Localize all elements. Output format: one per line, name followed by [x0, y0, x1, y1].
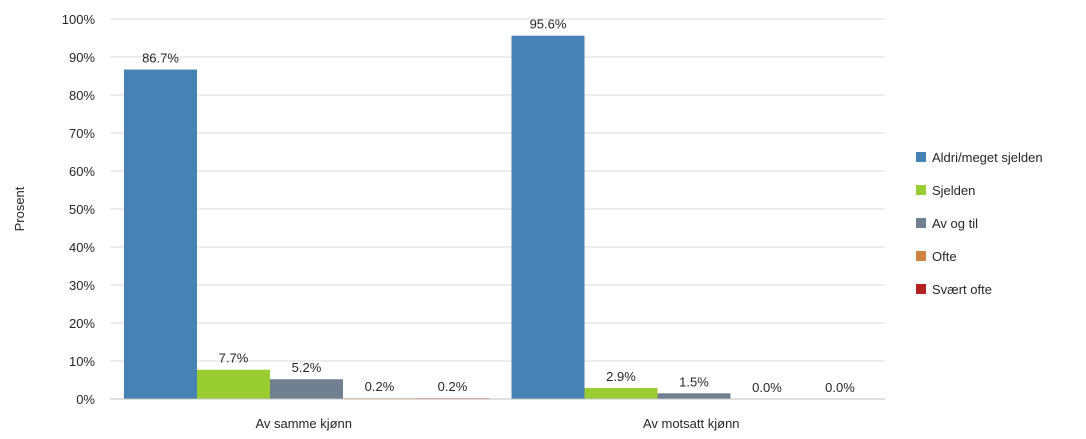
legend-label: Svært ofte — [932, 282, 992, 297]
bar — [197, 369, 270, 399]
bar — [511, 35, 585, 399]
data-label: 0.0% — [825, 380, 855, 395]
y-tick-label: 100% — [62, 12, 96, 27]
bar — [657, 393, 731, 399]
y-tick-label: 0% — [76, 392, 95, 407]
legend-swatch — [916, 251, 926, 261]
data-label: 2.9% — [606, 369, 636, 384]
legend-label: Ofte — [932, 249, 957, 264]
x-category-label: Av samme kjønn — [255, 416, 352, 431]
bar — [270, 379, 343, 399]
y-axis-ticks: 0% 10% 20% 30% 40% 50% 60% 70% 80% 90% 100% — [62, 12, 96, 407]
data-label: 95.6% — [530, 17, 567, 32]
bars — [124, 35, 731, 399]
data-label: 1.5% — [679, 374, 709, 389]
x-category-label: Av motsatt kjønn — [643, 416, 740, 431]
legend-swatch — [916, 152, 926, 162]
y-tick-label: 30% — [69, 278, 95, 293]
data-label: 0.2% — [438, 379, 468, 394]
y-tick-label: 40% — [69, 240, 95, 255]
y-axis-title: Prosent — [12, 186, 27, 231]
legend-swatch — [916, 185, 926, 195]
y-tick-label: 80% — [69, 88, 95, 103]
y-tick-label: 90% — [69, 50, 95, 65]
legend-label: Aldri/meget sjelden — [932, 150, 1043, 165]
grid-lines — [110, 18, 885, 362]
legend-swatch — [916, 284, 926, 294]
legend-label: Sjelden — [932, 183, 975, 198]
legend-label: Av og til — [932, 216, 978, 231]
y-tick-label: 50% — [69, 202, 95, 217]
data-label: 5.2% — [292, 360, 322, 375]
y-tick-label: 70% — [69, 126, 95, 141]
bar — [124, 69, 197, 399]
y-tick-label: 10% — [69, 354, 95, 369]
y-tick-label: 60% — [69, 164, 95, 179]
data-label: 0.2% — [365, 379, 395, 394]
data-label: 0.0% — [752, 380, 782, 395]
y-tick-label: 20% — [69, 316, 95, 331]
bar — [584, 387, 658, 399]
x-axis-categories: Av samme kjønn Av motsatt kjønn — [255, 416, 739, 431]
data-labels: 86.7% 7.7% 5.2% 0.2% 0.2% 95.6% 2.9% 1.5% 0.0% 0.… — [142, 17, 855, 395]
data-label: 7.7% — [219, 351, 249, 366]
legend: Aldri/meget sjelden Sjelden Av og til Ofte S… — [916, 150, 1043, 297]
data-label: 86.7% — [142, 51, 179, 66]
legend-swatch — [916, 218, 926, 228]
